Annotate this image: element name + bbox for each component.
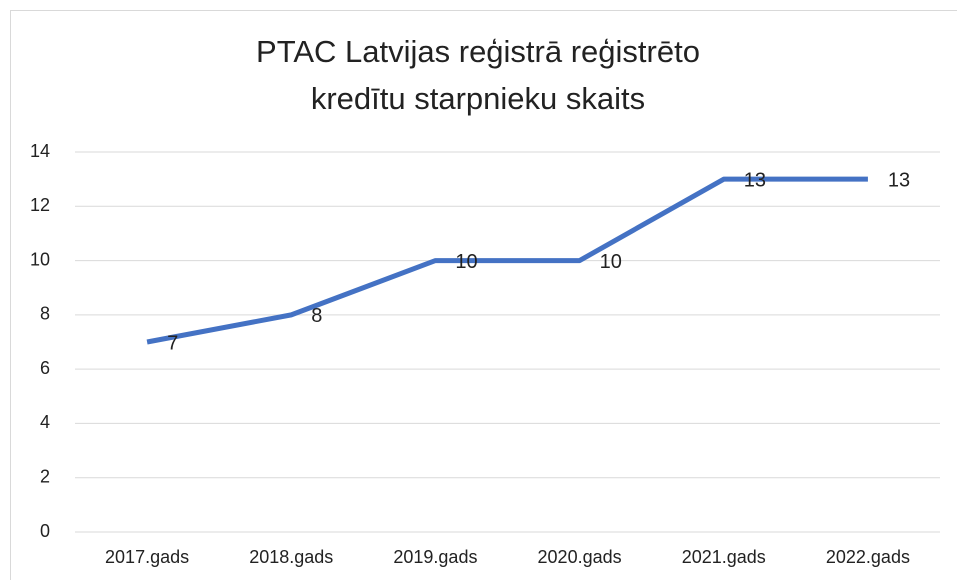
- y-tick-label: 10: [30, 249, 50, 269]
- y-tick-label: 14: [30, 141, 50, 161]
- chart-title: PTAC Latvijas reģistrā reģistrēto kredīt…: [256, 34, 700, 116]
- data-label: 10: [600, 251, 622, 273]
- x-tick-label: 2019.gads: [393, 547, 477, 567]
- x-tick-label: 2022.gads: [826, 547, 910, 567]
- y-tick-label: 0: [40, 521, 50, 541]
- y-tick-label: 2: [40, 466, 50, 486]
- data-label: 10: [455, 251, 477, 273]
- data-label: 8: [311, 305, 322, 327]
- y-tick-label: 8: [40, 304, 50, 324]
- x-tick-label: 2018.gads: [249, 547, 333, 567]
- x-tick-label: 2020.gads: [538, 547, 622, 567]
- x-tick-label: 2021.gads: [682, 547, 766, 567]
- y-tick-label: 6: [40, 358, 50, 378]
- data-label: 7: [167, 332, 178, 354]
- chart-frame: [10, 10, 957, 580]
- data-label: 13: [744, 169, 766, 191]
- y-tick-label: 12: [30, 195, 50, 215]
- data-label: 13: [888, 169, 910, 191]
- x-tick-label: 2017.gads: [105, 547, 189, 567]
- y-tick-label: 4: [40, 412, 50, 432]
- data-line: [146, 176, 868, 345]
